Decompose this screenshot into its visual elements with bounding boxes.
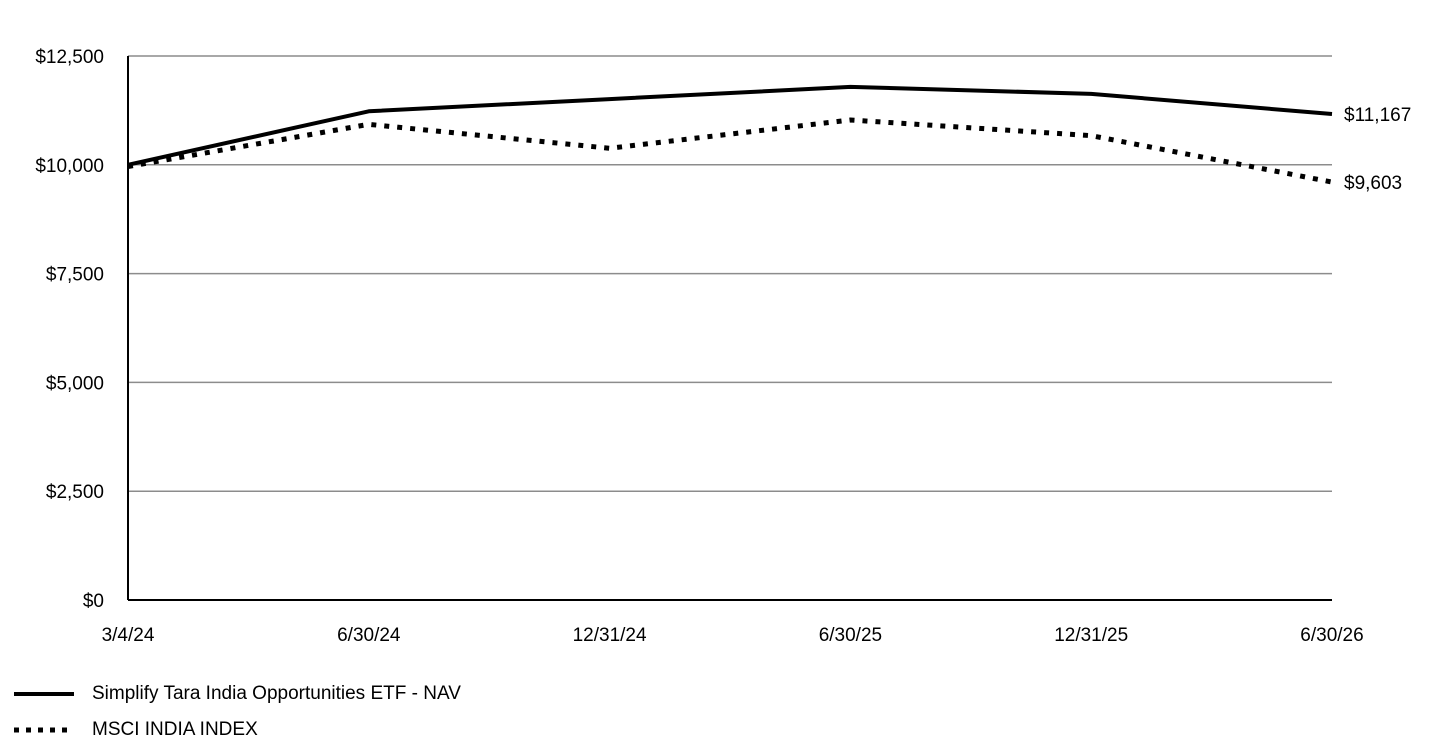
- legend-label-nav: Simplify Tara India Opportunities ETF - …: [92, 683, 461, 704]
- x-tick-label: 6/30/26: [1300, 625, 1363, 646]
- grid-lines: [128, 55, 1332, 492]
- legend: Simplify Tara India Opportunities ETF - …: [14, 676, 461, 748]
- x-tick-label: 6/30/25: [819, 625, 882, 646]
- series-lines: [127, 84, 1333, 185]
- x-tick-label: 12/31/25: [1054, 625, 1128, 646]
- legend-label-msci: MSCI INDIA INDEX: [92, 719, 258, 740]
- y-tick-label: $2,500: [46, 482, 104, 503]
- series-line-msci: [127, 117, 1333, 185]
- y-tick-labels: $0 $2,500 $5,000 $7,500 $10,000 $12,500: [35, 47, 104, 612]
- legend-item-nav: Simplify Tara India Opportunities ETF - …: [14, 676, 461, 712]
- x-tick-label: 3/4/24: [102, 625, 155, 646]
- y-tick-label: $5,000: [46, 373, 104, 394]
- y-tick-label: $7,500: [46, 265, 104, 286]
- y-tick-label: $10,000: [35, 156, 104, 177]
- legend-item-msci: MSCI INDIA INDEX: [14, 712, 461, 748]
- legend-dotted-line-swatch: [14, 727, 74, 733]
- y-tick-label: $12,500: [35, 47, 104, 68]
- axes: [127, 56, 1332, 601]
- legend-solid-line-swatch: [14, 692, 74, 696]
- line-chart: $0 $2,500 $5,000 $7,500 $10,000 $12,500 3/4/2…: [35, 47, 1411, 646]
- end-value-labels: $11,167 $9,603: [1344, 105, 1411, 194]
- end-label-nav: $11,167: [1344, 105, 1411, 126]
- x-tick-label: 12/31/24: [573, 625, 647, 646]
- x-tick-label: 6/30/24: [337, 625, 401, 646]
- x-tick-labels: 3/4/24 6/30/24 12/31/24 6/30/25 12/31/25 6/30…: [102, 625, 1364, 646]
- end-label-msci: $9,603: [1344, 173, 1402, 194]
- series-line-nav: [127, 84, 1333, 167]
- y-tick-label: $0: [83, 591, 104, 612]
